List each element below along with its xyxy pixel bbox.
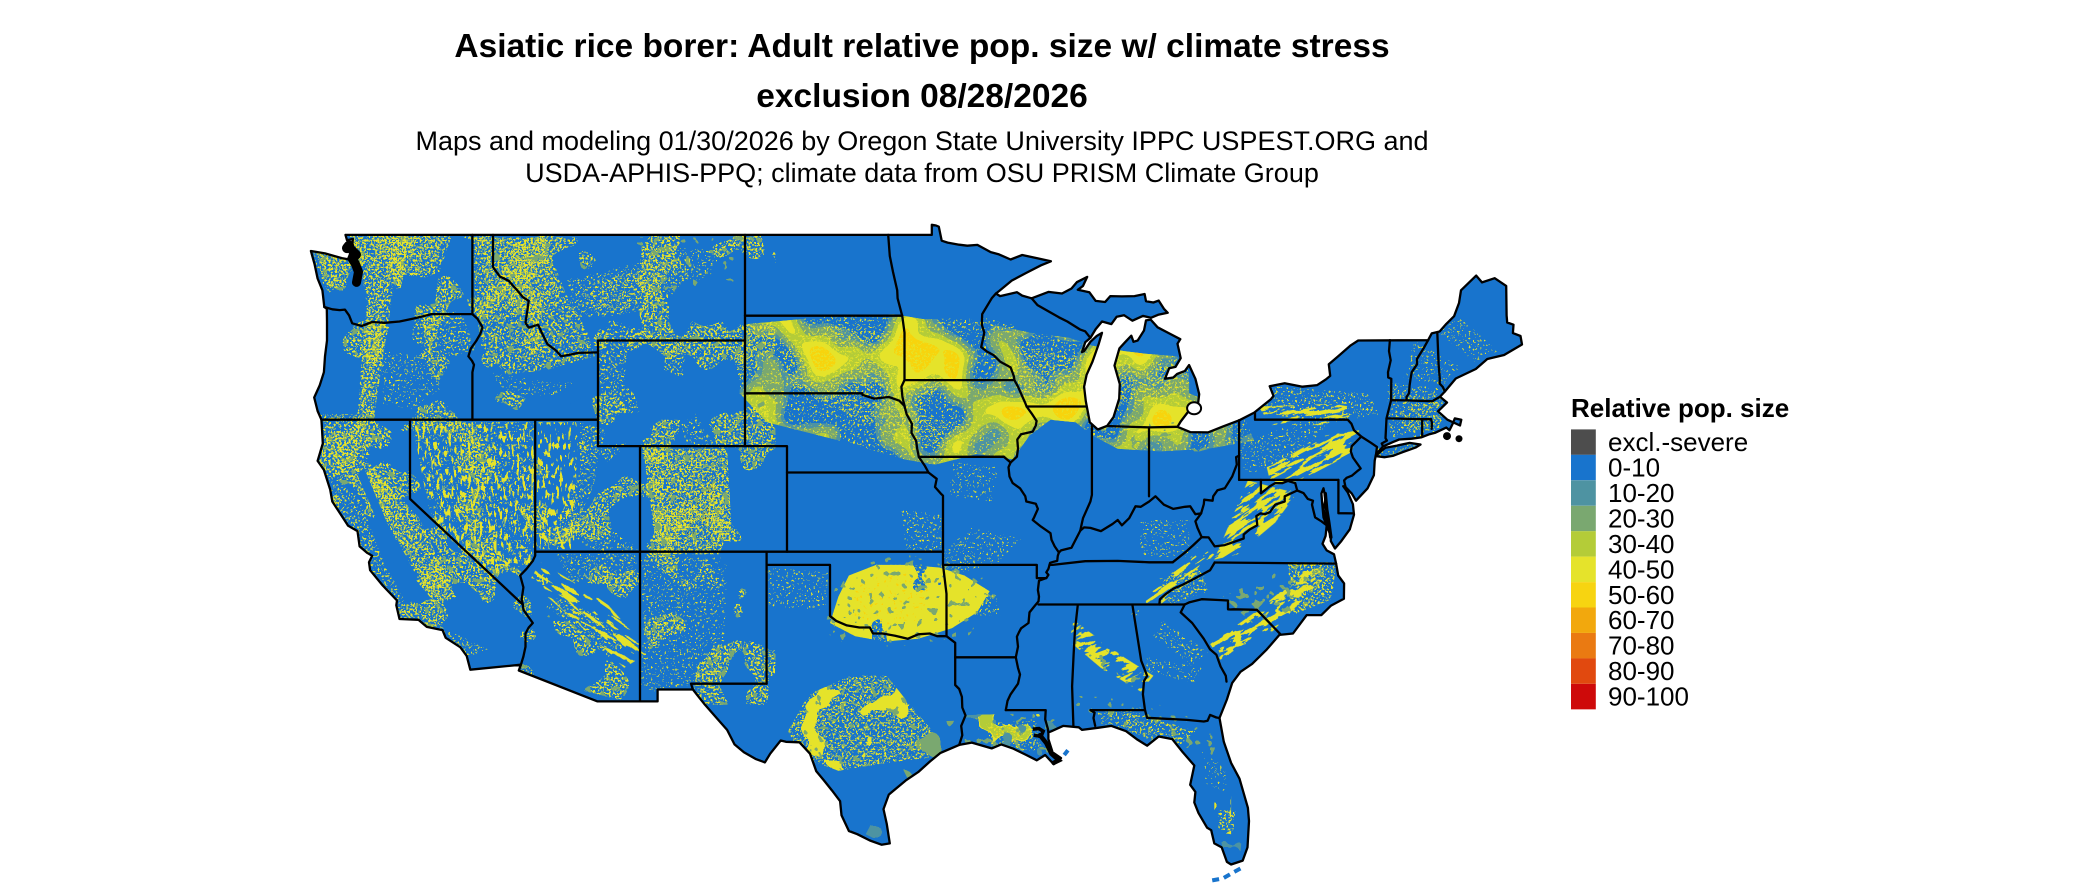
- svg-text:USDA-APHIS-PPQ; climate data f: USDA-APHIS-PPQ; climate data from OSU PR…: [525, 158, 1319, 188]
- svg-text:Asiatic rice borer: Adult rela: Asiatic rice borer: Adult relative pop. …: [454, 28, 1389, 65]
- svg-text:40-50: 40-50: [1608, 554, 1675, 584]
- svg-text:80-90: 80-90: [1608, 656, 1675, 686]
- svg-text:Maps and modeling 01/30/2026 b: Maps and modeling 01/30/2026 by Oregon S…: [415, 126, 1428, 156]
- svg-text:10-20: 10-20: [1608, 478, 1675, 508]
- svg-text:excl.-severe: excl.-severe: [1608, 427, 1748, 457]
- svg-text:0-10: 0-10: [1608, 453, 1660, 483]
- svg-text:exclusion 08/28/2026: exclusion 08/28/2026: [756, 78, 1088, 115]
- svg-text:70-80: 70-80: [1608, 631, 1675, 661]
- svg-text:90-100: 90-100: [1608, 682, 1689, 712]
- svg-text:50-60: 50-60: [1608, 580, 1675, 610]
- svg-text:60-70: 60-70: [1608, 605, 1675, 635]
- svg-text:30-40: 30-40: [1608, 529, 1675, 559]
- svg-text:20-30: 20-30: [1608, 504, 1675, 534]
- svg-text:Relative pop. size: Relative pop. size: [1571, 393, 1789, 423]
